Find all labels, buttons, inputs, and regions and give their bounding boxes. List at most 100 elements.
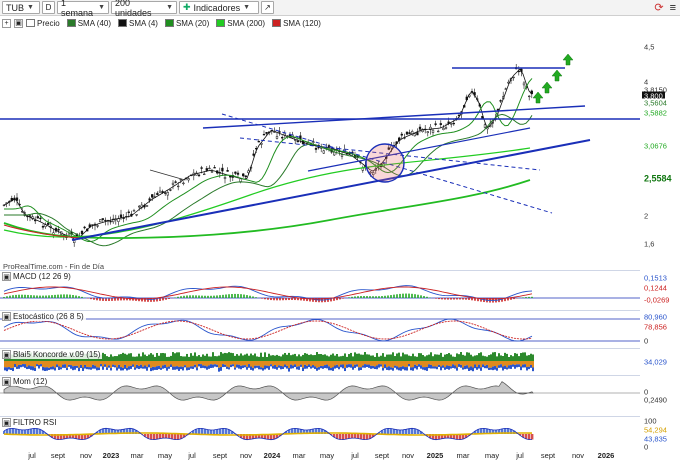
rsi-bar <box>366 434 369 440</box>
legend-item[interactable]: SMA (120) <box>272 19 325 28</box>
indicator-settings-icon[interactable]: ▣ <box>2 418 11 427</box>
menu-icon[interactable]: ≡ <box>669 1 676 14</box>
macd-histogram-bar <box>381 296 383 298</box>
koncorde-panel[interactable]: ▣ Blai5 Koncorde v.09 (15) <box>0 348 640 372</box>
legend-item[interactable]: Precio <box>26 19 64 28</box>
macd-histogram-bar <box>423 296 425 298</box>
price-panel[interactable] <box>0 30 640 268</box>
rsi-bar <box>111 429 114 434</box>
macd-histogram-bar <box>231 294 233 298</box>
koncorde-bar <box>398 361 400 368</box>
koncorde-bar <box>112 364 114 367</box>
rsi-panel[interactable]: ▣ FILTRO RSI <box>0 416 640 450</box>
macd-histogram-bar <box>114 298 116 301</box>
macd-histogram-bar <box>408 293 410 298</box>
koncorde-bar <box>112 361 114 365</box>
koncorde-bar <box>212 361 214 365</box>
koncorde-bar <box>438 364 440 367</box>
indicator-settings-icon[interactable]: ▣ <box>2 350 11 359</box>
candle-body <box>104 219 107 222</box>
koncorde-bar <box>424 356 426 361</box>
koncorde-bar <box>190 366 192 369</box>
macd-histogram-bar <box>198 295 200 298</box>
candle-body <box>135 214 138 216</box>
indicator-settings-icon[interactable]: ▣ <box>2 312 11 321</box>
koncorde-bar <box>304 353 306 361</box>
rsi-bar <box>453 434 456 439</box>
indicator-settings-icon[interactable]: ▣ <box>2 377 11 386</box>
settings-icon[interactable]: ▣ <box>14 18 23 28</box>
price-tick: 4,5 <box>644 42 655 52</box>
time-tick: nov <box>571 451 585 460</box>
koncorde-bar <box>394 361 396 366</box>
koncorde-bar <box>460 361 462 365</box>
koncorde-bar <box>240 365 242 370</box>
rsi-bar <box>465 434 468 438</box>
macd-histogram-bar <box>168 298 170 299</box>
legend-item[interactable]: SMA (40) <box>66 19 115 28</box>
koncorde-bar <box>230 352 232 361</box>
candle-body <box>182 182 185 185</box>
stoch-panel[interactable]: ▣ Estocástico (26 8 5) <box>0 310 640 344</box>
rsi-bar <box>504 428 507 434</box>
koncorde-bar <box>402 361 404 367</box>
koncorde-bar <box>384 361 386 365</box>
rsi-bar <box>9 428 12 434</box>
koncorde-bar <box>528 366 530 370</box>
koncorde-bar <box>410 356 412 361</box>
momentum-chart <box>0 381 640 401</box>
koncorde-bar <box>378 356 380 361</box>
period-select[interactable]: 1 semana ▼ <box>57 0 109 18</box>
koncorde-bar <box>356 353 358 361</box>
koncorde-bar <box>260 352 262 361</box>
legend-item[interactable]: SMA (4) <box>118 19 162 28</box>
rsi-signal-line <box>3 432 532 436</box>
indicator-settings-icon[interactable]: ▣ <box>2 272 11 281</box>
macd-histogram-bar <box>255 297 257 298</box>
koncorde-bar <box>224 364 226 367</box>
koncorde-bar <box>490 367 492 370</box>
add-icon[interactable]: + <box>2 18 11 28</box>
indicators-button[interactable]: ✚ Indicadores ▼ <box>179 1 259 14</box>
rsi-bar <box>117 429 120 434</box>
refresh-icon[interactable]: ⟳ <box>654 2 664 14</box>
price-chart[interactable] <box>0 30 640 268</box>
candle-body <box>36 216 39 219</box>
macd-histogram-bar <box>144 298 146 302</box>
symbol-select[interactable]: TUB ▼ <box>2 1 40 14</box>
koncorde-bar <box>316 361 318 368</box>
legend-item[interactable]: SMA (200) <box>216 19 269 28</box>
koncorde-bar <box>102 366 104 370</box>
macd-histogram-bar <box>447 298 449 300</box>
d-button[interactable]: D <box>42 1 55 14</box>
rsi-bar <box>474 431 477 434</box>
koncorde-bar <box>326 355 328 361</box>
candle-body <box>340 154 344 157</box>
koncorde-bar <box>420 365 422 369</box>
koncorde-bar <box>284 364 286 368</box>
time-axis[interactable]: jul sept nov 2023 mar may jul sept nov 2024 mar may… <box>0 450 680 462</box>
koncorde-bar <box>290 364 292 369</box>
momentum-panel[interactable]: ▣ Mom (12) <box>0 375 640 413</box>
drawing-tool-icon[interactable]: ↗ <box>261 1 274 14</box>
price-axis[interactable]: 4,543,532,521,63,81503,8003,56043,58823,… <box>640 30 680 268</box>
koncorde-bar <box>308 361 310 365</box>
koncorde-bar <box>112 356 114 361</box>
legend-item[interactable]: SMA (20) <box>164 19 213 28</box>
koncorde-bar <box>442 361 444 366</box>
koncorde-bar <box>116 356 118 361</box>
koncorde-bar <box>66 367 68 371</box>
koncorde-bar <box>466 361 468 366</box>
macd-histogram-bar <box>507 298 509 301</box>
momentum-area <box>3 381 534 401</box>
units-select[interactable]: 200 unidades ▼ <box>111 0 177 18</box>
koncorde-bar <box>248 361 250 365</box>
time-tick: 2024 <box>263 451 281 460</box>
koncorde-bar <box>426 355 428 361</box>
koncorde-bar <box>44 361 46 368</box>
momentum-value: 0,2490 <box>644 395 667 405</box>
koncorde-bar <box>356 364 358 367</box>
koncorde-bar <box>36 364 38 367</box>
macd-panel[interactable]: ▣ MACD (12 26 9) <box>0 270 640 308</box>
koncorde-bar <box>216 361 218 365</box>
